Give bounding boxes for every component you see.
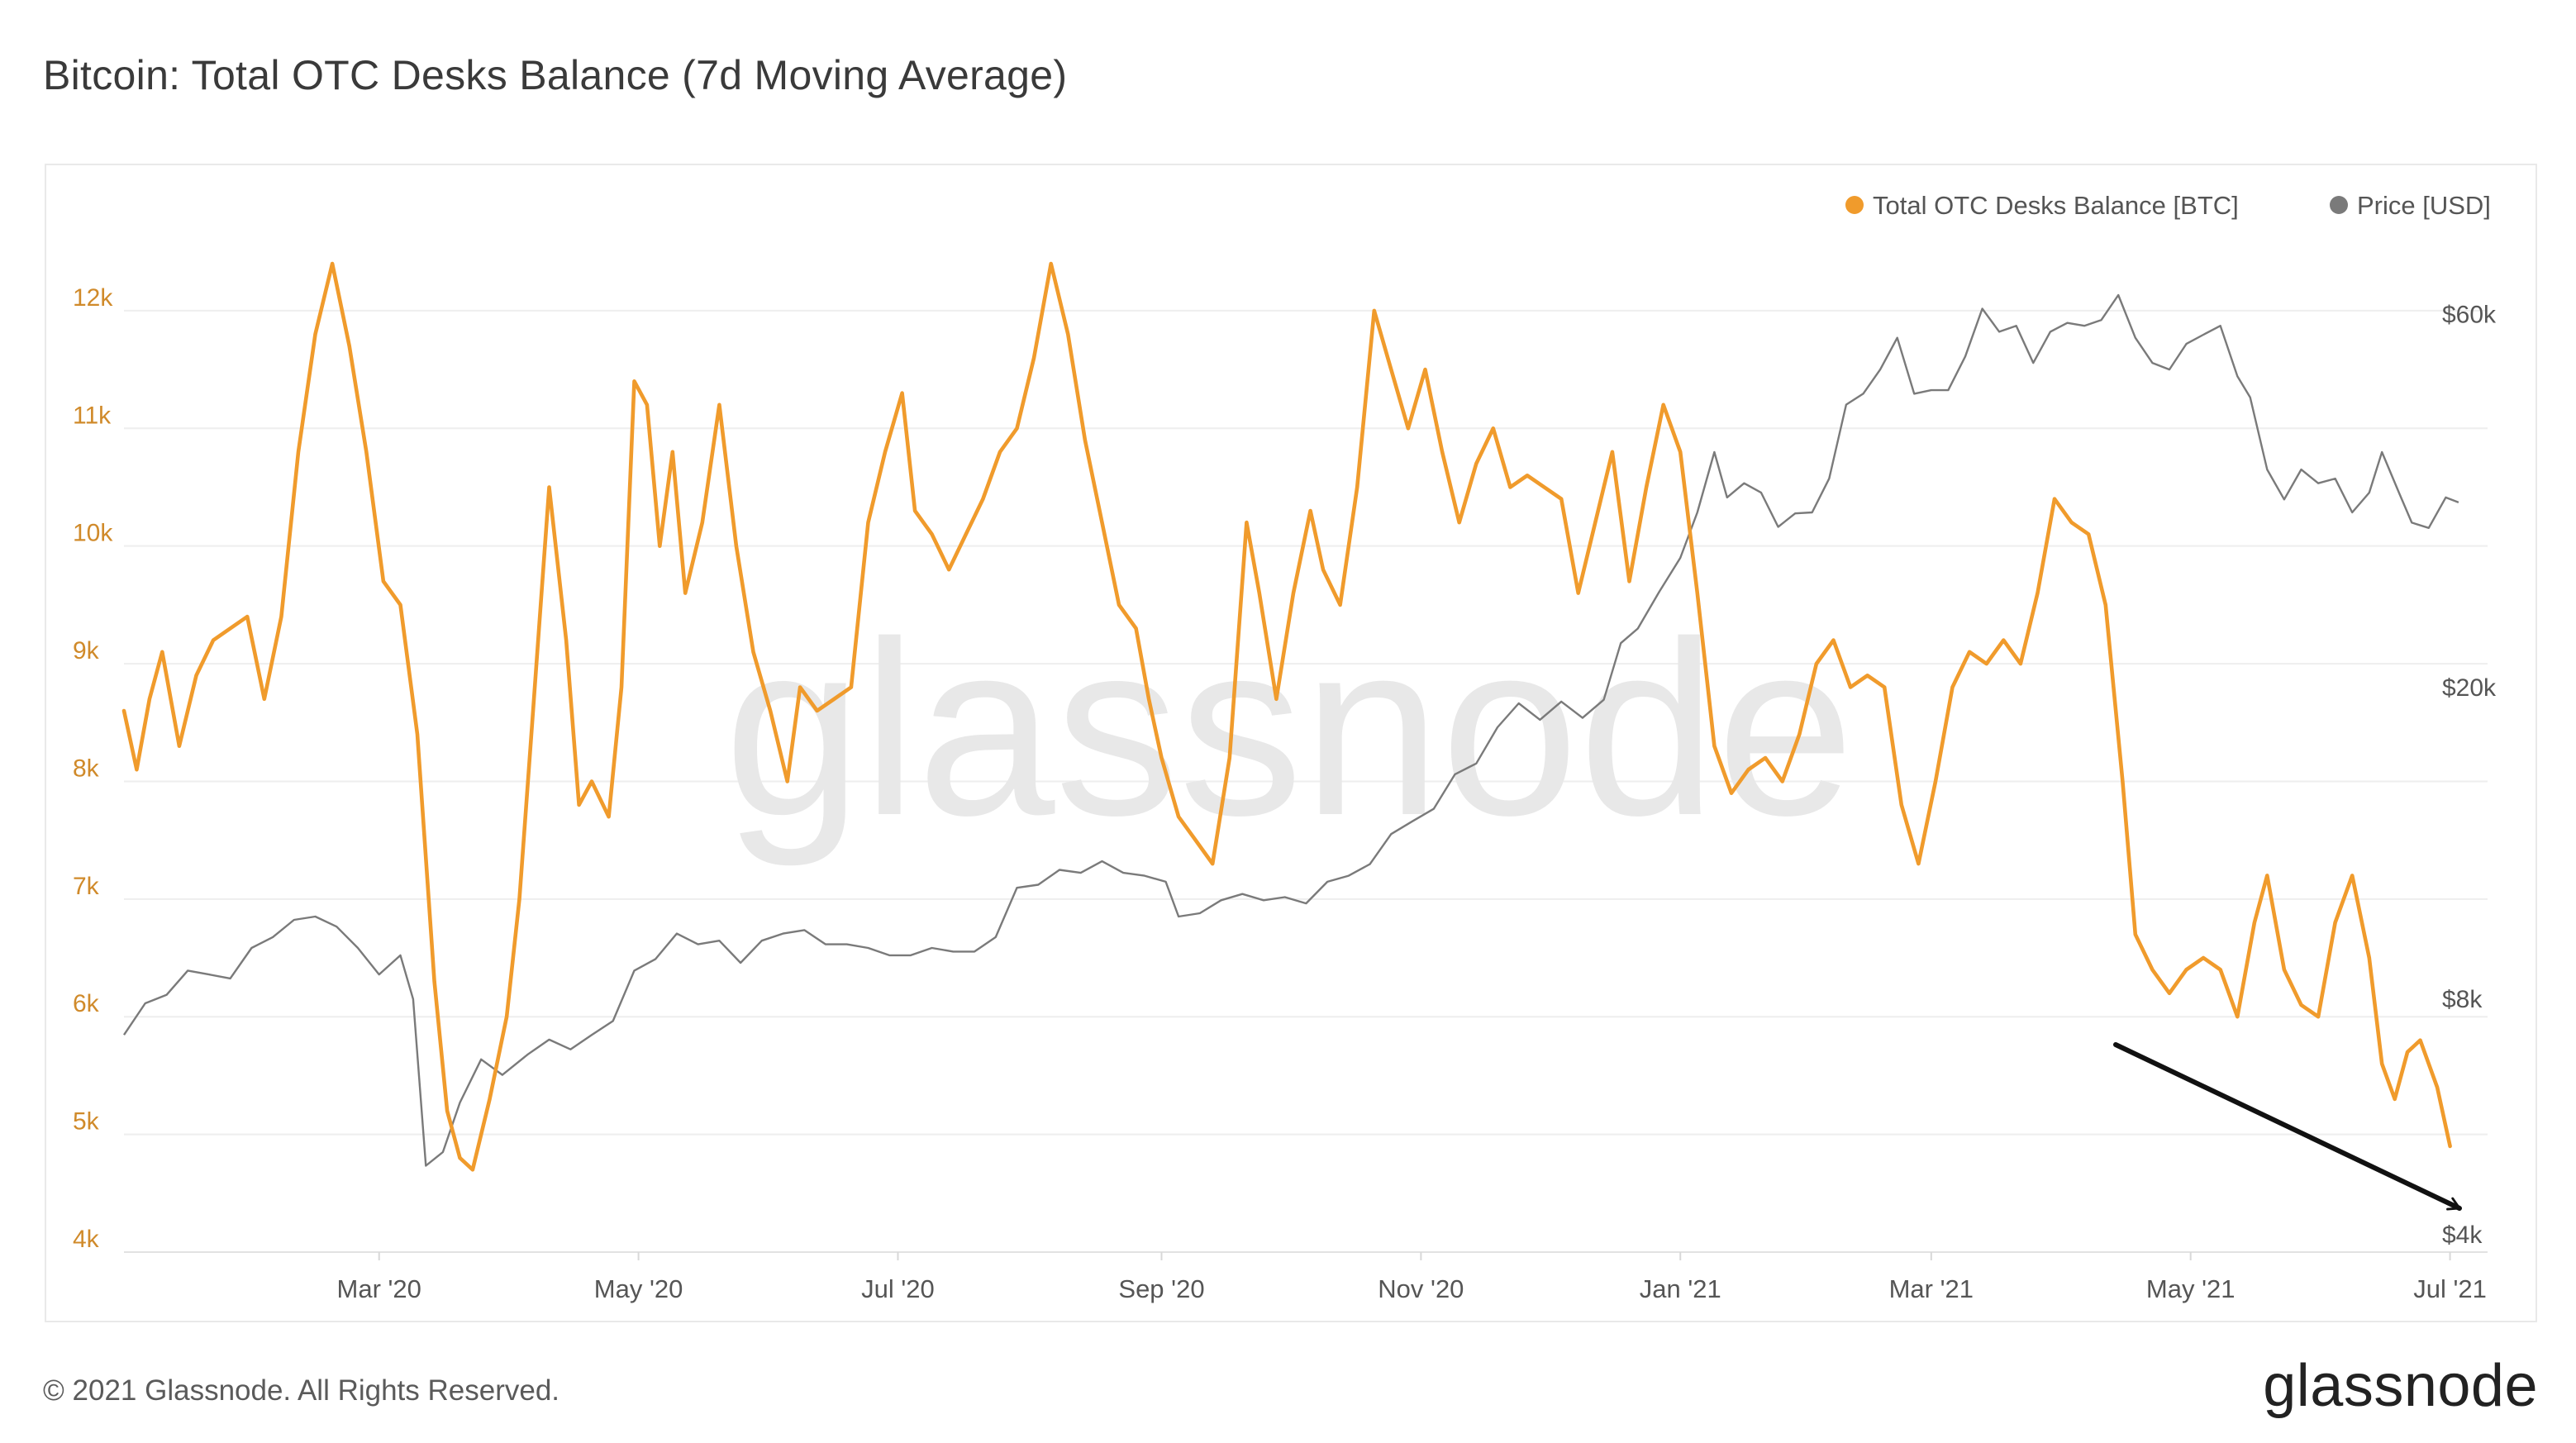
x-axis-tick-label: May '20 [594, 1274, 683, 1303]
grid-lines [124, 309, 2488, 1253]
watermark: glassnode [724, 589, 1855, 869]
x-axis-tick-label: Jan '21 [1640, 1274, 1721, 1303]
left-axis: 4k 5k 6k 7k 8k 9k 10k 11k 12k [73, 284, 113, 1253]
legend-otc-label: Total OTC Desks Balance [BTC] [1873, 191, 2239, 220]
x-axis: Mar '20 May '20 Jul '20 Sep '20 Nov '20 Jan '… [337, 1252, 2487, 1303]
left-axis-tick-label: 11k [73, 402, 112, 429]
chart-title: Bitcoin: Total OTC Desks Balance (7d Mov… [43, 52, 1068, 98]
legend-price-label: Price [USD] [2357, 191, 2491, 220]
copyright-text: © 2021 Glassnode. All Rights Reserved. [43, 1374, 560, 1407]
right-axis-tick-label: $8k [2442, 986, 2483, 1013]
right-axis-tick-label: $4k [2442, 1222, 2483, 1249]
legend: Total OTC Desks Balance [BTC] Price [USD… [1845, 191, 2491, 220]
legend-price-dot [2330, 196, 2348, 214]
x-axis-tick-label: Mar '20 [337, 1274, 421, 1303]
chart-panel [45, 164, 2537, 1322]
right-axis-tick-label: $60k [2442, 301, 2497, 328]
x-axis-tick-label: Jul '20 [861, 1274, 935, 1303]
price-series-line [123, 293, 2459, 1167]
left-axis-tick-label: 7k [73, 873, 100, 900]
left-axis-tick-label: 6k [73, 990, 100, 1017]
x-axis-tick-label: Jul '21 [2413, 1274, 2487, 1303]
x-axis-tick-label: Mar '21 [1889, 1274, 1974, 1303]
x-axis-tick-label: Sep '20 [1118, 1274, 1204, 1303]
left-axis-tick-label: 8k [73, 755, 100, 782]
trend-arrow [2113, 1042, 2462, 1211]
right-axis-tick-label: $20k [2442, 674, 2497, 702]
x-axis-tick-label: May '21 [2146, 1274, 2236, 1303]
left-axis-tick-label: 9k [73, 637, 100, 664]
x-axis-tick-label: Nov '20 [1378, 1274, 1464, 1303]
glassnode-logo: glassnode [2263, 1353, 2538, 1419]
right-axis: $4k $8k $20k $60k [2442, 301, 2497, 1249]
otc-balance-series-line [121, 261, 2452, 1172]
left-axis-tick-label: 4k [73, 1226, 100, 1253]
left-axis-tick-label: 5k [73, 1108, 100, 1136]
left-axis-tick-label: 10k [73, 520, 113, 547]
legend-otc-dot [1845, 196, 1864, 214]
left-axis-tick-label: 12k [73, 284, 113, 312]
